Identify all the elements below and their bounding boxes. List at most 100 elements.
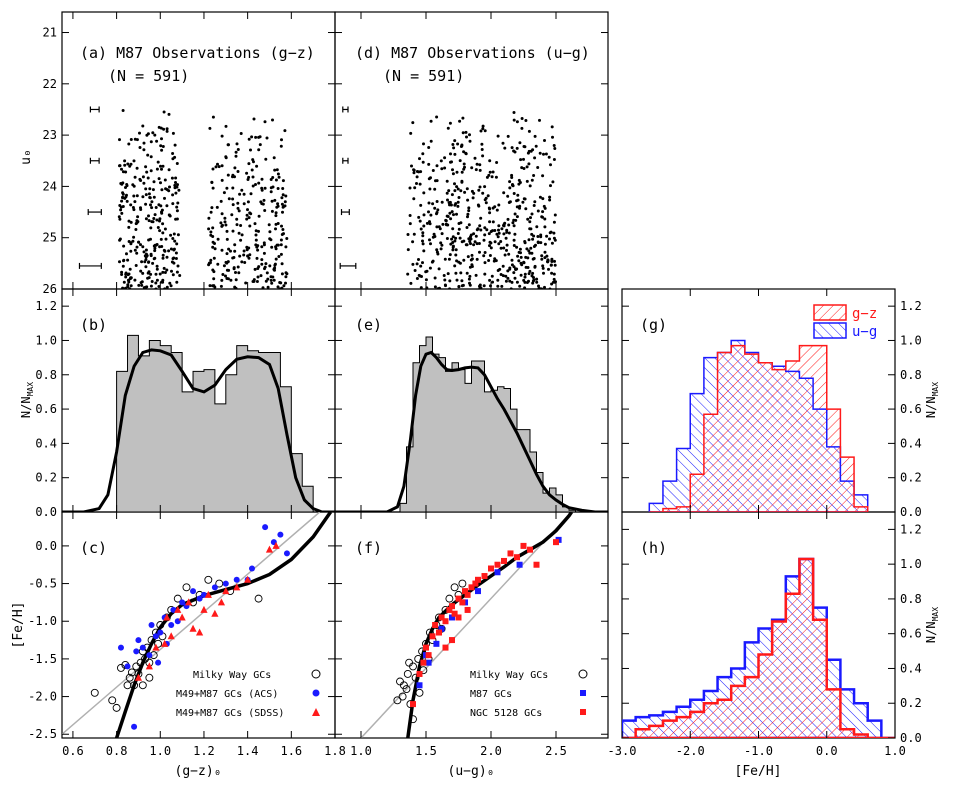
cmd-point bbox=[512, 224, 516, 228]
cmd-point bbox=[227, 247, 231, 251]
mw-gc-point bbox=[90, 688, 99, 697]
y-tick-label: 0.0 bbox=[35, 505, 57, 519]
cmd-point bbox=[161, 222, 165, 226]
cmd-point bbox=[523, 286, 527, 289]
cmd-point bbox=[224, 223, 228, 227]
cmd-point bbox=[219, 284, 223, 288]
cmd-point bbox=[170, 269, 173, 273]
cmd-point bbox=[255, 256, 259, 260]
cmd-point bbox=[459, 221, 463, 225]
cmd-point bbox=[427, 146, 431, 149]
cmd-point bbox=[144, 202, 148, 206]
cmd-point bbox=[519, 158, 523, 162]
cmd-point bbox=[207, 263, 211, 267]
cmd-point bbox=[465, 271, 469, 275]
panel-c-scatter bbox=[62, 512, 333, 738]
cmd-point bbox=[173, 183, 177, 187]
cmd-point bbox=[526, 217, 530, 221]
cmd-point bbox=[511, 183, 514, 186]
gc-square-point bbox=[433, 640, 440, 647]
panel-g-label: (g) bbox=[640, 316, 667, 334]
cmd-point bbox=[249, 212, 253, 216]
cmd-point bbox=[251, 184, 255, 188]
cmd-point bbox=[504, 274, 508, 278]
cmd-point bbox=[173, 239, 177, 243]
cmd-point bbox=[553, 259, 556, 263]
gc-square-point bbox=[449, 614, 455, 621]
cmd-point bbox=[120, 167, 123, 171]
cmd-point bbox=[165, 255, 169, 259]
cmd-point bbox=[212, 284, 216, 288]
mw-gc-point bbox=[154, 639, 163, 648]
cmd-point bbox=[213, 247, 217, 251]
cmd-point bbox=[280, 202, 284, 206]
cmd-point bbox=[171, 157, 175, 161]
cmd-point bbox=[234, 286, 238, 289]
cmd-point bbox=[254, 183, 257, 186]
cmd-point bbox=[506, 217, 510, 221]
cmd-point bbox=[415, 182, 418, 185]
cmd-point bbox=[129, 249, 133, 253]
cmd-point bbox=[260, 258, 264, 262]
cmd-point bbox=[132, 159, 136, 163]
cmd-point bbox=[268, 264, 272, 268]
legend-f-ngc: NGC 5128 GCs bbox=[470, 708, 542, 719]
gc-square-point bbox=[468, 584, 475, 591]
sdss-gc-point bbox=[217, 598, 226, 606]
cmd-point bbox=[483, 185, 487, 189]
cmd-point bbox=[413, 269, 417, 272]
cmd-point bbox=[452, 213, 455, 217]
cmd-point bbox=[464, 151, 468, 155]
cmd-point bbox=[146, 132, 150, 136]
mw-gc-point bbox=[204, 575, 213, 584]
cmd-point bbox=[150, 200, 154, 204]
cmd-point bbox=[257, 214, 261, 218]
cmd-point bbox=[237, 231, 241, 235]
cmd-point bbox=[165, 285, 169, 289]
x-tick-label: 1.8 bbox=[324, 744, 346, 758]
cmd-point bbox=[145, 285, 149, 289]
gc-square-point bbox=[436, 629, 442, 636]
cmd-point bbox=[161, 231, 165, 235]
cmd-point bbox=[142, 148, 146, 152]
cmd-point bbox=[531, 237, 535, 241]
mw-gc-point bbox=[399, 681, 408, 690]
cmd-point bbox=[462, 150, 466, 154]
cmd-point bbox=[527, 238, 531, 242]
cmd-point bbox=[260, 262, 264, 266]
cmd-point bbox=[135, 251, 139, 255]
cmd-point bbox=[507, 231, 511, 235]
cmd-point bbox=[158, 219, 161, 223]
cmd-point bbox=[502, 232, 506, 236]
cmd-point bbox=[139, 208, 143, 211]
cmd-point bbox=[172, 232, 176, 236]
cmd-point bbox=[262, 251, 266, 255]
y-tick-label: 0.0 bbox=[35, 539, 57, 553]
cmd-point bbox=[548, 231, 552, 235]
cmd-point bbox=[489, 246, 493, 250]
cmd-point bbox=[212, 256, 216, 260]
cmd-point bbox=[276, 285, 280, 289]
cmd-point bbox=[171, 152, 175, 155]
cmd-point bbox=[505, 248, 508, 252]
cmd-point bbox=[451, 245, 455, 249]
y-tick-label: 24 bbox=[43, 179, 57, 193]
cmd-point bbox=[168, 214, 172, 218]
cmd-point bbox=[149, 252, 153, 256]
cmd-point bbox=[134, 264, 138, 267]
cmd-point bbox=[249, 148, 252, 152]
legend-g-ug-swatch bbox=[813, 322, 847, 339]
cmd-point bbox=[274, 178, 278, 182]
cmd-point bbox=[163, 196, 166, 200]
cmd-point bbox=[245, 171, 249, 175]
cmd-point bbox=[488, 211, 492, 215]
cmd-point bbox=[246, 178, 250, 181]
cmd-point bbox=[461, 116, 465, 120]
gc-square-point bbox=[449, 603, 455, 610]
cmd-point bbox=[532, 278, 536, 282]
cmd-point bbox=[145, 170, 149, 174]
cmd-point bbox=[281, 210, 284, 214]
cmd-point bbox=[552, 144, 556, 147]
cmd-point bbox=[491, 206, 495, 210]
cmd-point bbox=[158, 272, 162, 276]
